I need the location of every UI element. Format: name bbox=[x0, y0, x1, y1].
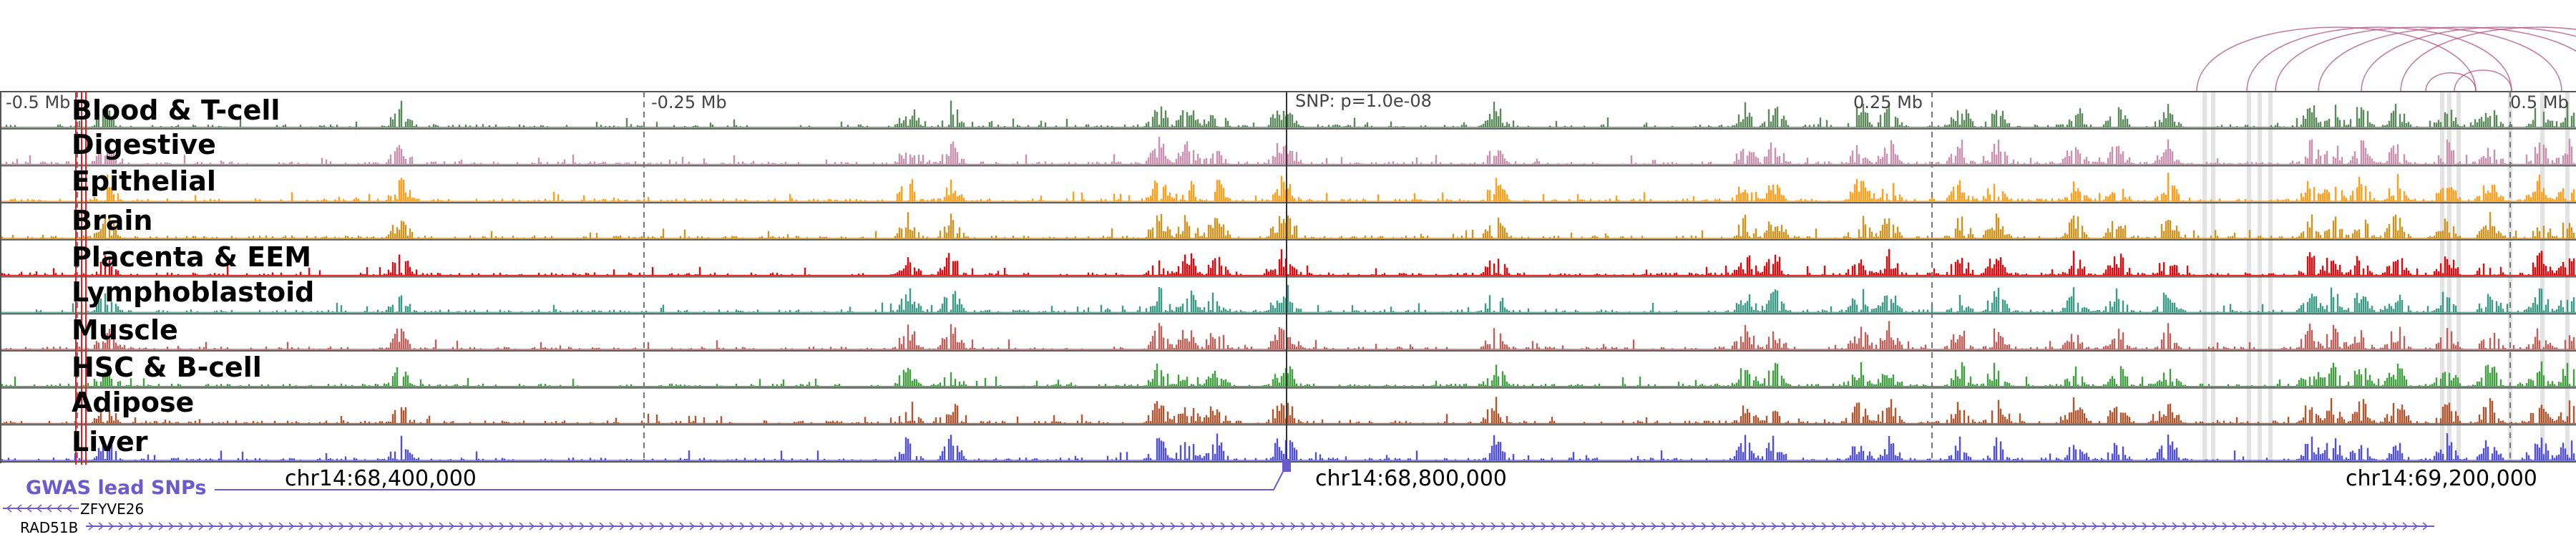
gene-label-zfyve26: ZFYVE26 bbox=[80, 500, 145, 518]
track-label-liver: Liver bbox=[72, 426, 148, 458]
coordinate-label-68-8mb: chr14:68,800,000 bbox=[1315, 466, 1507, 491]
scale-label-minus-half-mb: -0.5 Mb bbox=[6, 92, 71, 112]
interaction-arc bbox=[2425, 72, 2477, 92]
scale-label-minus-quarter-mb: -0.25 Mb bbox=[651, 92, 727, 112]
track-signal bbox=[0, 137, 2575, 165]
coordinate-label-68-4mb: chr14:68,400,000 bbox=[285, 466, 477, 491]
interaction-arc bbox=[2318, 26, 2576, 92]
track-label-muscle: Muscle bbox=[72, 314, 178, 346]
track-signal bbox=[5, 100, 2575, 127]
strand-arrows-forward bbox=[88, 522, 2429, 531]
track-signal bbox=[0, 248, 2575, 276]
track-signal bbox=[3, 397, 2575, 424]
strand-arrows-reverse bbox=[6, 504, 72, 513]
interaction-arc bbox=[2361, 26, 2576, 92]
track-label-lymphoblastoid: Lymphoblastoid bbox=[72, 276, 315, 308]
interaction-arc bbox=[2196, 26, 2477, 92]
track-signal bbox=[0, 284, 2575, 313]
interaction-arc bbox=[2400, 26, 2576, 92]
gwas-connector bbox=[215, 464, 1287, 490]
snp-pvalue-label: SNP: p=1.0e-08 bbox=[1295, 91, 1432, 111]
gene-label-rad51b: RAD51B bbox=[20, 519, 79, 536]
track-label-placenta-eem: Placenta & EEM bbox=[72, 241, 312, 273]
track-label-digestive: Digestive bbox=[72, 129, 216, 160]
track-signal bbox=[0, 211, 2575, 238]
track-signal bbox=[0, 433, 2575, 460]
track-label-hsc-b-cell: HSC & B-cell bbox=[72, 352, 262, 383]
track-label-adipose: Adipose bbox=[72, 387, 195, 418]
interaction-arc bbox=[2454, 69, 2512, 92]
track-label-brain: Brain bbox=[72, 205, 153, 236]
interaction-arc bbox=[2246, 26, 2512, 92]
track-label-blood-t-cell: Blood & T-cell bbox=[72, 95, 280, 126]
gwas-lead-snps-label: GWAS lead SNPs bbox=[26, 477, 207, 499]
track-signal bbox=[1, 361, 2575, 387]
track-signal bbox=[9, 173, 2575, 202]
coordinate-label-69-2mb: chr14:69,200,000 bbox=[2346, 466, 2537, 491]
gwas-snp-tick bbox=[1282, 459, 1291, 472]
scale-label-plus-quarter-mb: 0.25 Mb bbox=[1853, 92, 1923, 112]
interaction-arc bbox=[2275, 26, 2562, 92]
track-signal bbox=[0, 321, 2575, 349]
scale-label-plus-half-mb: 0.5 Mb bbox=[2510, 92, 2569, 112]
track-label-epithelial: Epithelial bbox=[72, 165, 216, 197]
